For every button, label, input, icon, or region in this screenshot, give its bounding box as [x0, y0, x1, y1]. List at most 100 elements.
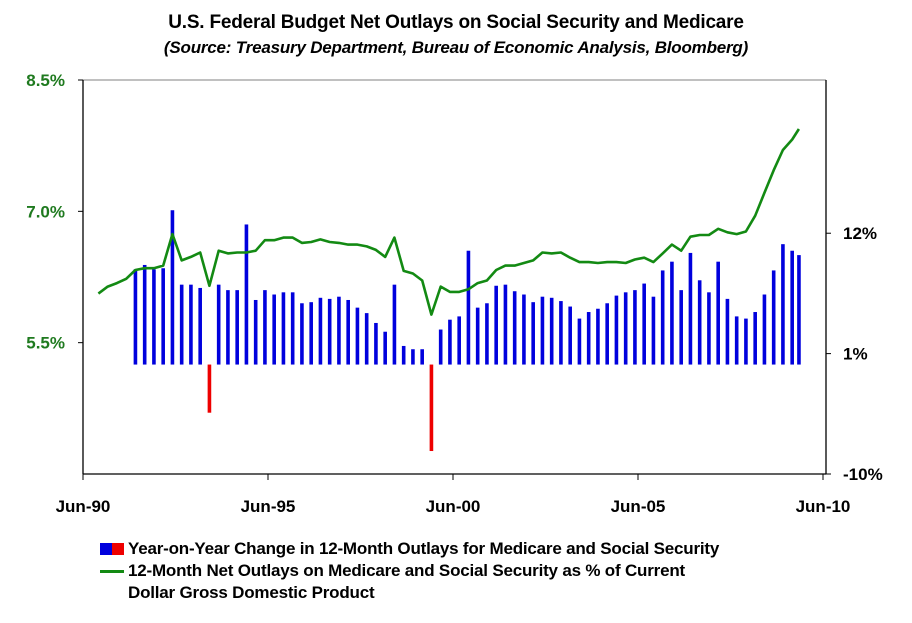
bar: [226, 290, 230, 365]
bar: [586, 312, 591, 365]
left-tick-label: 8.5%: [26, 71, 65, 90]
bar: [309, 302, 313, 365]
bar: [744, 318, 748, 365]
left-tick-label: 5.5%: [26, 334, 65, 353]
bar: [531, 302, 535, 365]
bar: [179, 284, 184, 365]
bar: [660, 270, 665, 365]
bar: [485, 303, 489, 365]
legend-bars-label: Year-on-Year Change in 12-Month Outlays …: [128, 539, 720, 558]
bar: [300, 303, 304, 365]
chart-subtitle: (Source: Treasury Department, Bureau of …: [163, 38, 749, 57]
bar: [614, 295, 619, 365]
bar: [522, 294, 526, 365]
bar: [235, 290, 239, 365]
bar: [651, 296, 656, 365]
x-tick-label: Jun-95: [241, 497, 296, 516]
bar: [383, 331, 387, 365]
bar: [688, 252, 693, 365]
red-swatch: [112, 543, 124, 555]
bar: [494, 285, 498, 365]
legend-item-bars: Year-on-Year Change in 12-Month Outlays …: [100, 538, 719, 560]
bar: [790, 250, 794, 365]
bar: [725, 298, 730, 365]
bar: [253, 299, 258, 365]
bar: [346, 299, 350, 365]
bar: [207, 364, 212, 413]
bar: [392, 284, 397, 365]
right-tick-label: 12%: [843, 224, 877, 243]
bar: [781, 244, 785, 365]
bar: [797, 255, 801, 365]
legend-line-label-1: 12-Month Net Outlays on Medicare and Soc…: [128, 561, 685, 580]
bar: [577, 318, 582, 365]
bar: [281, 292, 286, 365]
left-tick-label: 7.0%: [26, 202, 65, 221]
bar: [401, 345, 406, 365]
bar: [697, 280, 702, 365]
bar: [318, 297, 323, 365]
bar: [559, 301, 563, 365]
bar: [152, 269, 156, 365]
bar: [429, 364, 434, 452]
bar: [475, 307, 480, 365]
bar: [633, 290, 637, 365]
bar: [411, 349, 415, 365]
right-tick-label: -10%: [843, 465, 883, 484]
bar: [762, 294, 767, 365]
line-swatch-icon: [100, 570, 124, 573]
bar: [734, 316, 739, 365]
x-tick-label: Jun-05: [611, 497, 666, 516]
bar: [457, 316, 461, 365]
bar: [355, 307, 360, 365]
bar: [216, 284, 221, 365]
bar: [549, 297, 554, 365]
bar: [568, 306, 572, 365]
bar: [438, 329, 443, 365]
bar: [753, 312, 757, 365]
gdp-share-line: [97, 128, 800, 316]
bar: [327, 298, 332, 365]
legend: Year-on-Year Change in 12-Month Outlays …: [100, 538, 719, 604]
x-tick-label: Jun-10: [796, 497, 851, 516]
legend-line-label: 12-Month Net Outlays on Medicare and Soc…: [128, 560, 685, 604]
bar: [448, 319, 452, 365]
bar: [161, 268, 165, 365]
blue-swatch: [100, 543, 112, 555]
bar: [707, 292, 711, 365]
right-tick-label: 1%: [843, 345, 868, 364]
legend-item-line: 12-Month Net Outlays on Medicare and Soc…: [100, 560, 719, 604]
bar: [540, 296, 545, 365]
bar: [198, 287, 202, 365]
bar: [512, 291, 517, 365]
bar-swatch-icon: [100, 543, 124, 555]
bar: [272, 294, 276, 365]
bar: [374, 322, 378, 365]
bar: [290, 292, 295, 365]
bar: [771, 270, 776, 365]
bar: [670, 261, 674, 365]
bar: [466, 250, 471, 365]
axes: 8.5% 7.0% 5.5% 12% 1% -10% Jun-90 Jun-95 Jun-00 J…: [26, 71, 882, 516]
bar: [642, 283, 646, 365]
line-series: [97, 128, 800, 316]
bar: [244, 224, 249, 365]
chart-title: U.S. Federal Budget Net Outlays on Socia…: [168, 12, 744, 33]
bar: [189, 284, 193, 365]
bar: [596, 308, 600, 365]
bar: [605, 303, 609, 365]
bar-series: [133, 210, 801, 452]
bar: [263, 290, 267, 365]
bar: [716, 261, 720, 365]
bar: [364, 313, 369, 365]
bar: [142, 264, 147, 365]
bar: [337, 296, 341, 365]
bar: [420, 349, 424, 365]
bar: [503, 284, 508, 365]
x-tick-label: Jun-00: [426, 497, 481, 516]
bar: [170, 210, 175, 365]
legend-line-label-2: Dollar Gross Domestic Product: [128, 583, 375, 602]
bar: [133, 269, 138, 365]
bar: [679, 290, 683, 365]
